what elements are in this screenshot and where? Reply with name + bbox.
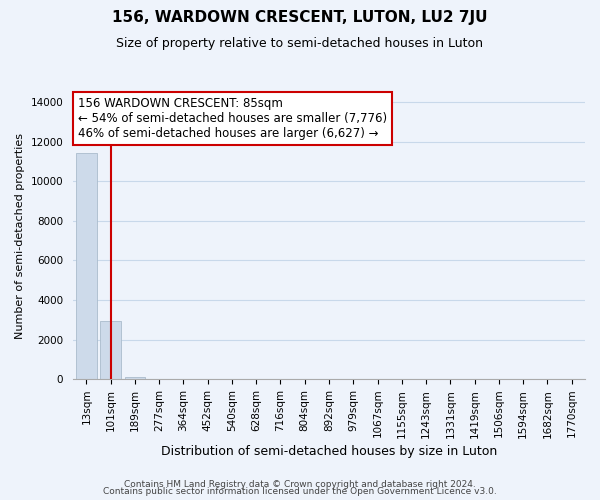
Bar: [100, 321, 121, 379]
Text: 156 WARDOWN CRESCENT: 85sqm
← 54% of semi-detached houses are smaller (7,776)
46: 156 WARDOWN CRESCENT: 85sqm ← 54% of sem…: [78, 97, 387, 140]
Text: Size of property relative to semi-detached houses in Luton: Size of property relative to semi-detach…: [116, 38, 484, 51]
X-axis label: Distribution of semi-detached houses by size in Luton: Distribution of semi-detached houses by …: [161, 444, 497, 458]
Text: Contains public sector information licensed under the Open Government Licence v3: Contains public sector information licen…: [103, 487, 497, 496]
Text: 156, WARDOWN CRESCENT, LUTON, LU2 7JU: 156, WARDOWN CRESCENT, LUTON, LU2 7JU: [112, 10, 488, 25]
Bar: [125, 376, 145, 379]
Text: Contains HM Land Registry data © Crown copyright and database right 2024.: Contains HM Land Registry data © Crown c…: [124, 480, 476, 489]
Y-axis label: Number of semi-detached properties: Number of semi-detached properties: [15, 133, 25, 339]
Bar: [76, 153, 97, 379]
